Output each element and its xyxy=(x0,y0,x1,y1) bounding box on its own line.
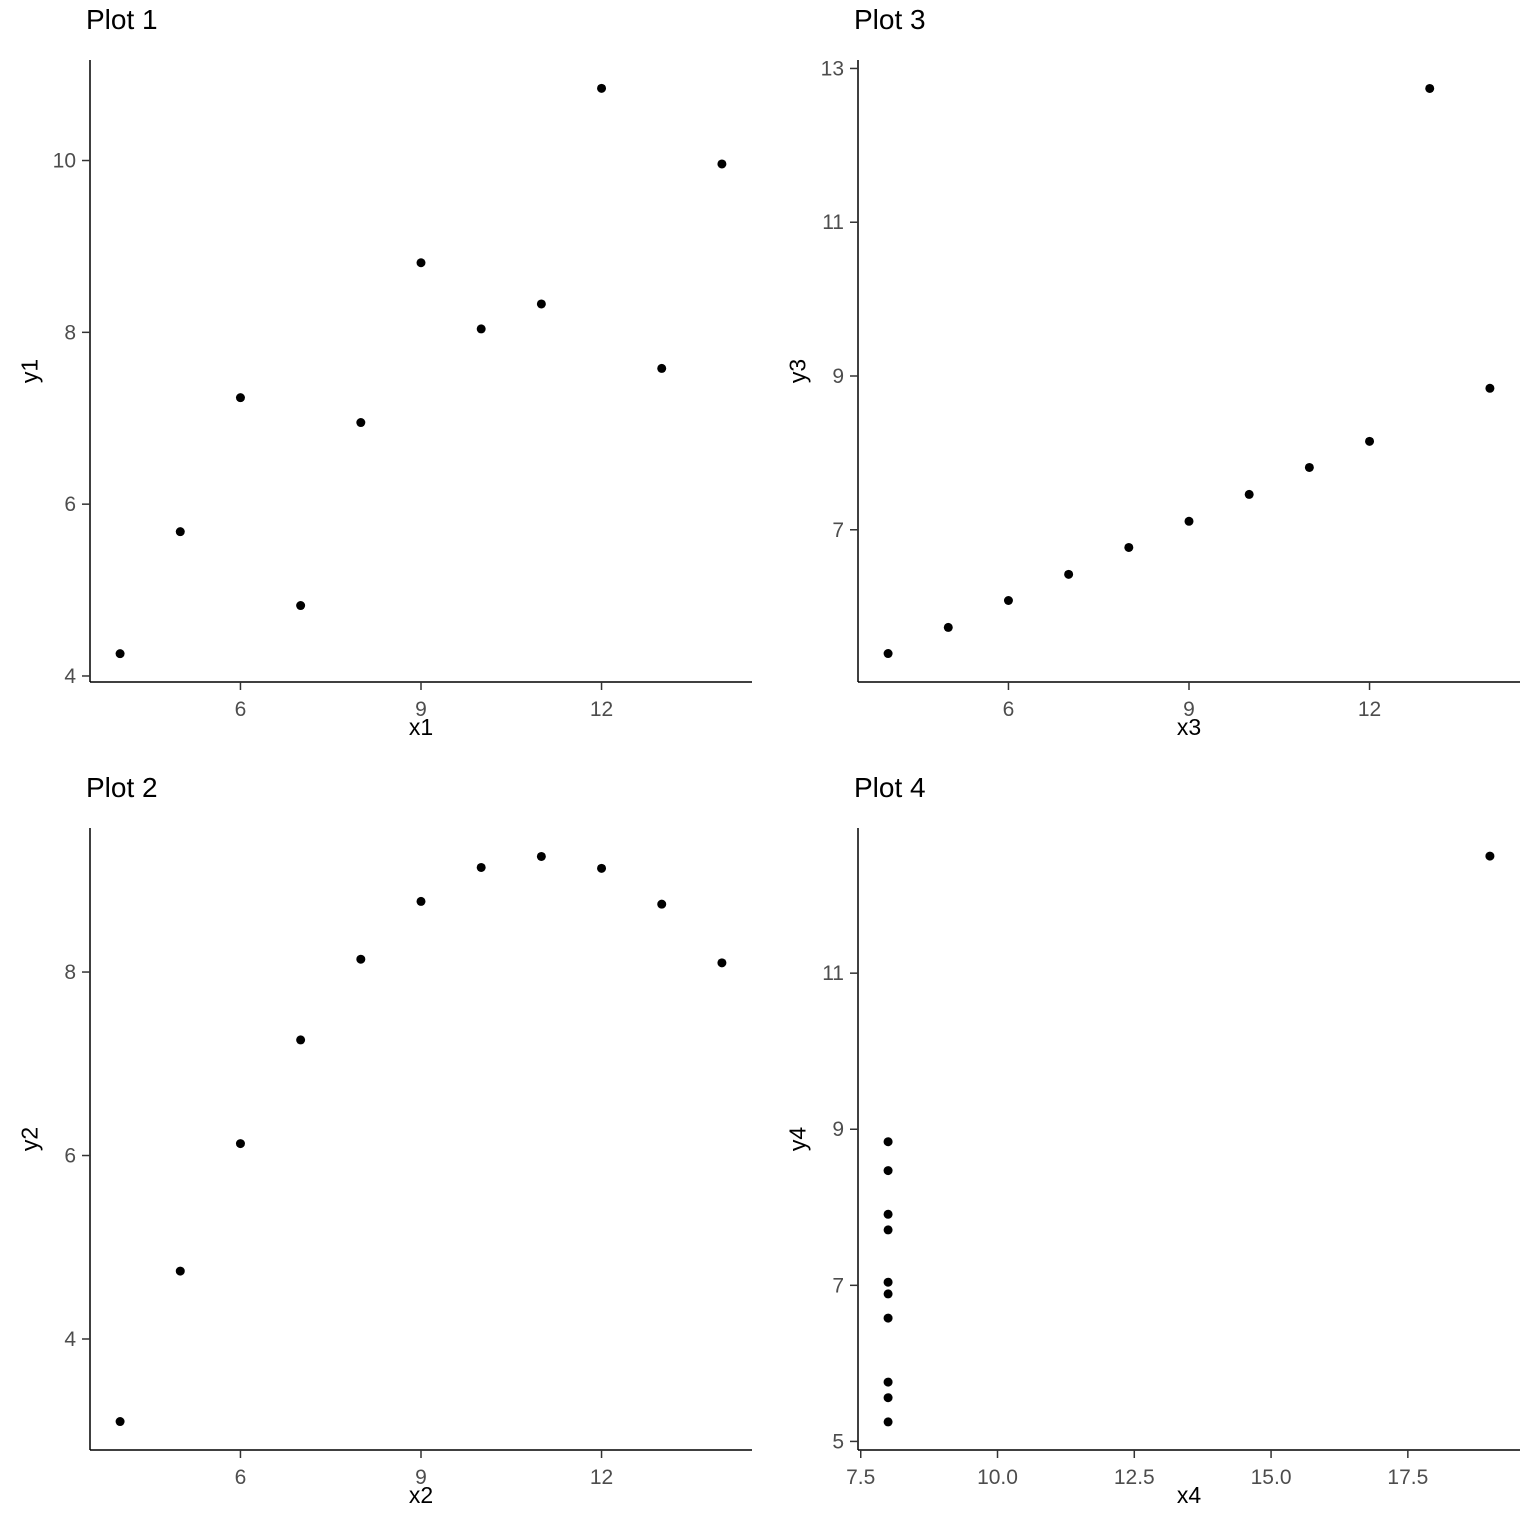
plot-1-x-axis-label: x1 xyxy=(408,714,434,740)
plot-2-x-axis-label: x2 xyxy=(408,1482,434,1508)
data-point xyxy=(883,1277,893,1287)
plot-2-y-axis-label: y2 xyxy=(16,1126,43,1152)
y-tick-label: 4 xyxy=(64,665,76,688)
data-point xyxy=(296,1035,306,1045)
x-tick-label: 12 xyxy=(590,1466,613,1489)
data-point xyxy=(416,896,426,906)
x-tick-label: 7.5 xyxy=(846,1466,875,1489)
plot-1-title: Plot 1 xyxy=(86,4,158,35)
data-point xyxy=(356,418,366,428)
panel-plot-1: 6 9 12 4 6 8 10 Plot 1 y1 x1 xyxy=(0,0,768,768)
data-point xyxy=(1425,83,1435,93)
plot-3-title: Plot 3 xyxy=(854,4,926,35)
data-point xyxy=(597,863,607,873)
x-tick-label: 6 xyxy=(1003,698,1015,721)
y-tick-label: 4 xyxy=(64,1328,76,1351)
data-point xyxy=(536,851,546,861)
x-tick-label: 15.0 xyxy=(1251,1466,1292,1489)
x-tick-label: 6 xyxy=(235,698,247,721)
plot-1-y-axis-label: y1 xyxy=(16,358,43,384)
data-point xyxy=(657,363,667,373)
y-tick-label: 13 xyxy=(821,57,844,80)
data-point xyxy=(883,1289,893,1299)
data-point xyxy=(883,1313,893,1323)
data-point xyxy=(235,1139,245,1149)
scatter-plot-4: 7.5 10.0 12.5 15.0 17.5 5 7 9 11 xyxy=(822,828,1520,1489)
scatter-plot-3: 6 9 12 7 9 11 13 xyxy=(821,57,1520,721)
x-tick-label: 9 xyxy=(415,698,427,721)
x-tick-label: 9 xyxy=(415,1466,427,1489)
data-point xyxy=(476,862,486,872)
data-point xyxy=(883,1417,893,1427)
data-point xyxy=(1485,383,1495,393)
data-point xyxy=(296,601,306,611)
data-point xyxy=(1304,462,1314,472)
panel-plot-4: 7.5 10.0 12.5 15.0 17.5 5 7 9 11 Plot 4 y4 x4 xyxy=(768,768,1536,1536)
data-point xyxy=(356,954,366,964)
x-tick-label: 12.5 xyxy=(1114,1466,1155,1489)
data-point xyxy=(416,258,426,268)
data-point xyxy=(1244,489,1254,499)
data-point xyxy=(1064,569,1074,579)
data-point xyxy=(657,899,667,909)
data-point xyxy=(536,299,546,309)
plot-3-y-axis-label: y3 xyxy=(784,358,811,384)
y-tick-label: 10 xyxy=(53,150,76,173)
plot-2-title: Plot 2 xyxy=(86,772,158,803)
data-point xyxy=(175,527,185,537)
scatter-plot-2: 6 9 12 4 6 8 xyxy=(64,828,752,1489)
y-tick-label: 8 xyxy=(64,321,76,344)
data-point xyxy=(476,324,486,334)
data-point xyxy=(943,622,953,632)
data-point xyxy=(883,1377,893,1387)
y-tick-label: 6 xyxy=(64,493,76,516)
x-tick-label: 17.5 xyxy=(1387,1466,1428,1489)
plot-3-x-axis-label: x3 xyxy=(1176,714,1202,740)
plot-4-x-axis-label: x4 xyxy=(1176,1482,1202,1508)
data-point xyxy=(1003,596,1013,606)
y-tick-label: 8 xyxy=(64,961,76,984)
x-tick-label: 12 xyxy=(1358,698,1381,721)
data-point xyxy=(717,159,727,169)
data-point xyxy=(1184,516,1194,526)
data-point xyxy=(883,649,893,659)
y-tick-label: 7 xyxy=(832,519,844,542)
data-point xyxy=(883,1137,893,1147)
x-tick-label: 6 xyxy=(235,1466,247,1489)
data-point xyxy=(883,1209,893,1219)
data-point xyxy=(1124,542,1134,552)
x-tick-label: 12 xyxy=(590,698,613,721)
panel-plot-3: 6 9 12 7 9 11 13 Plot 3 y3 x3 xyxy=(768,0,1536,768)
data-point xyxy=(883,1393,893,1403)
y-tick-label: 7 xyxy=(832,1274,844,1297)
x-tick-label: 10.0 xyxy=(977,1466,1018,1489)
data-point xyxy=(883,1225,893,1235)
data-point xyxy=(1365,436,1375,446)
data-point xyxy=(883,1166,893,1176)
x-tick-label: 9 xyxy=(1183,698,1195,721)
plot-4-title: Plot 4 xyxy=(854,772,926,803)
y-tick-label: 9 xyxy=(832,1118,844,1141)
data-point xyxy=(717,958,727,968)
data-point xyxy=(1485,851,1495,861)
y-tick-label: 9 xyxy=(832,365,844,388)
plot-4-y-axis-label: y4 xyxy=(784,1126,811,1152)
data-point xyxy=(115,649,125,659)
panel-plot-2: 6 9 12 4 6 8 Plot 2 y2 x2 xyxy=(0,768,768,1536)
data-point xyxy=(175,1266,185,1276)
data-point xyxy=(235,393,245,403)
scatter-plot-1: 6 9 12 4 6 8 10 xyxy=(53,60,752,721)
y-tick-label: 5 xyxy=(832,1430,844,1453)
y-tick-label: 6 xyxy=(64,1145,76,1168)
data-point xyxy=(597,83,607,93)
y-tick-label: 11 xyxy=(822,211,844,234)
data-point xyxy=(115,1417,125,1427)
y-tick-label: 11 xyxy=(822,962,844,985)
